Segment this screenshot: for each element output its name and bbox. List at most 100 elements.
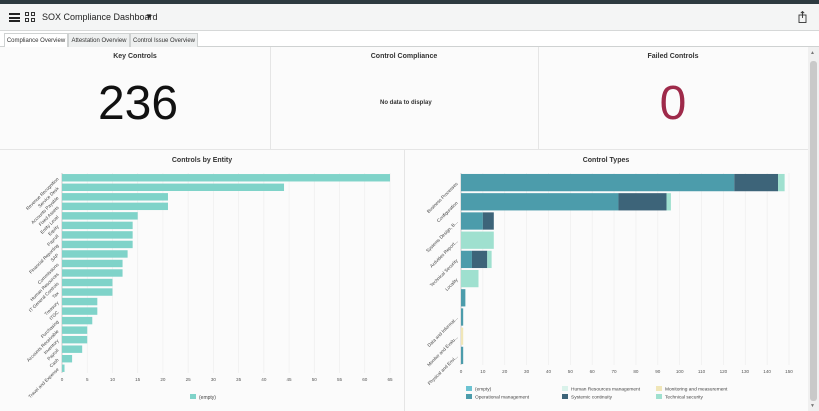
bar <box>62 259 123 268</box>
legend-swatch <box>656 394 662 399</box>
chart-divider <box>404 150 405 411</box>
x-tick-label: 110 <box>698 369 706 374</box>
bar <box>62 193 168 201</box>
y-tick-label: SAP <box>50 253 60 263</box>
scrollbar-thumb[interactable] <box>810 61 817 401</box>
legend-swatch <box>562 394 568 399</box>
bar <box>778 173 785 192</box>
bar <box>62 240 133 249</box>
bar <box>62 269 123 277</box>
x-tick-label: 30 <box>524 369 530 374</box>
legend-label: (empty) <box>475 387 492 393</box>
x-tick-label: 130 <box>741 369 749 374</box>
bar <box>461 327 464 345</box>
y-tick-label: ITGC <box>48 309 60 321</box>
share-icon[interactable] <box>798 11 807 23</box>
tab-bar: Compliance Overview Attestation Overview… <box>0 32 819 48</box>
key-controls-value[interactable]: 236 <box>97 77 179 130</box>
tab-control-issue-overview[interactable]: Control Issue Overview <box>130 33 198 47</box>
bar <box>62 202 168 211</box>
bar <box>461 289 466 307</box>
bar <box>461 173 735 192</box>
failed-controls-title: Failed Controls <box>647 53 699 60</box>
bar <box>62 212 138 220</box>
x-tick-label: 150 <box>785 369 793 374</box>
widget-divider <box>270 47 271 149</box>
x-tick-label: 80 <box>633 369 639 374</box>
x-tick-label: 70 <box>612 369 618 374</box>
bar <box>62 297 98 306</box>
x-tick-label: 55 <box>337 377 343 382</box>
y-tick-label: Business Processes <box>426 181 459 214</box>
bar <box>461 231 494 249</box>
x-tick-label: 30 <box>211 377 217 382</box>
x-tick-label: 40 <box>546 369 552 374</box>
chevron-down-icon[interactable]: ▼ <box>145 12 153 21</box>
bar <box>62 355 73 363</box>
legend-label: Systemic continuity <box>571 395 613 401</box>
bar <box>471 250 488 269</box>
failed-controls-value[interactable]: 0 <box>659 77 687 130</box>
legend-swatch <box>466 394 472 399</box>
bar <box>62 307 98 315</box>
x-tick-label: 10 <box>110 377 116 382</box>
x-tick-label: 120 <box>720 369 728 374</box>
x-tick-label: 0 <box>61 377 64 382</box>
bar <box>62 278 113 287</box>
legend-swatch <box>562 386 568 391</box>
x-tick-label: 50 <box>568 369 574 374</box>
bar <box>62 288 113 296</box>
bar <box>461 212 483 230</box>
x-tick-label: 35 <box>236 377 242 382</box>
bar <box>461 308 464 326</box>
tab-compliance-overview[interactable]: Compliance Overview <box>4 33 68 48</box>
legend-label: Monitoring and measurement <box>665 387 728 393</box>
x-tick-label: 15 <box>135 377 141 382</box>
legend-label: (empty) <box>199 395 216 401</box>
bar <box>62 221 133 230</box>
bar <box>62 364 65 372</box>
x-tick-label: 10 <box>480 369 486 374</box>
scroll-up-icon[interactable]: ▲ <box>810 50 815 56</box>
dashboard-title[interactable]: SOX Compliance Dashboard <box>42 12 158 22</box>
control-compliance-title: Control Compliance <box>370 53 438 60</box>
legend-swatch <box>656 386 662 391</box>
x-tick-label: 60 <box>362 377 368 382</box>
x-tick-label: 20 <box>160 377 166 382</box>
y-tick-label: Locality <box>444 277 459 292</box>
widget-divider <box>538 47 539 149</box>
y-tick-label: Cash <box>49 357 60 368</box>
legend-swatch <box>190 394 196 399</box>
tab-attestation-overview[interactable]: Attestation Overview <box>68 33 130 47</box>
bar <box>62 326 88 334</box>
control-types-title: Control Types <box>582 157 630 164</box>
legend-label: Operational management <box>475 395 530 401</box>
top-accent-bar <box>0 0 819 4</box>
bar <box>62 345 83 353</box>
no-data-message: No data to display <box>380 100 432 106</box>
x-tick-label: 100 <box>676 369 684 374</box>
hamburger-icon[interactable] <box>9 13 20 22</box>
legend-label: Technical security <box>665 395 703 401</box>
bar <box>62 174 390 182</box>
x-tick-label: 0 <box>460 369 463 374</box>
bar <box>461 346 464 365</box>
bar <box>666 193 671 211</box>
x-tick-label: 20 <box>502 369 508 374</box>
vertical-scrollbar[interactable]: ▲ ▼ <box>808 47 819 411</box>
bar <box>487 250 492 269</box>
y-tick-label: Travel and Expense <box>27 367 60 400</box>
row-divider <box>0 149 808 150</box>
x-tick-label: 65 <box>387 377 393 382</box>
control-types-chart: 0 10 20 30 40 50 60 70 80 90 100 110 120 130 140 150 Bus… <box>425 173 793 401</box>
controls-by-entity-title: Controls by Entity <box>171 157 233 164</box>
bar <box>62 183 285 191</box>
bar <box>461 269 479 288</box>
scroll-down-icon[interactable]: ▼ <box>810 403 815 409</box>
bar <box>62 231 133 239</box>
dashboard-header: SOX Compliance Dashboard ▼ <box>0 4 819 31</box>
bar <box>62 250 128 258</box>
grid-icon[interactable] <box>25 12 36 23</box>
bar <box>62 316 93 325</box>
bar <box>618 193 667 211</box>
